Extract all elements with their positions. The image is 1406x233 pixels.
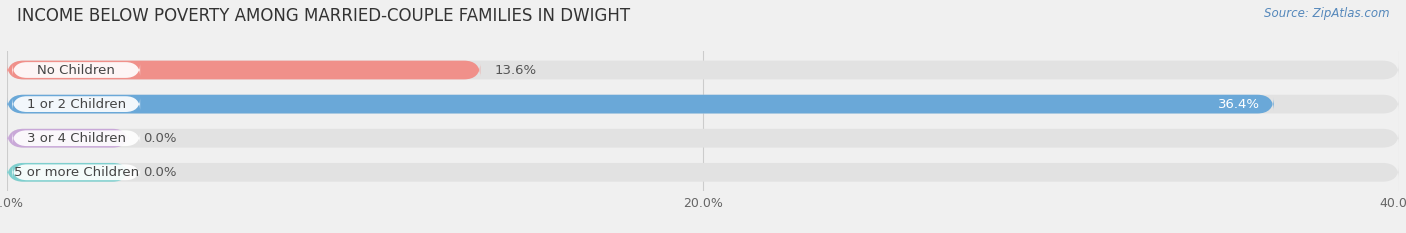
Text: 1 or 2 Children: 1 or 2 Children [27, 98, 125, 111]
FancyBboxPatch shape [13, 130, 141, 146]
Text: 0.0%: 0.0% [143, 166, 176, 179]
Text: 13.6%: 13.6% [495, 64, 536, 76]
Text: Source: ZipAtlas.com: Source: ZipAtlas.com [1264, 7, 1389, 20]
FancyBboxPatch shape [7, 95, 1399, 113]
Text: 36.4%: 36.4% [1218, 98, 1260, 111]
FancyBboxPatch shape [7, 61, 1399, 79]
FancyBboxPatch shape [7, 129, 1399, 147]
FancyBboxPatch shape [13, 62, 141, 78]
FancyBboxPatch shape [7, 129, 129, 147]
Text: 3 or 4 Children: 3 or 4 Children [27, 132, 125, 145]
Text: No Children: No Children [37, 64, 115, 76]
FancyBboxPatch shape [7, 163, 1399, 182]
Text: 0.0%: 0.0% [143, 132, 176, 145]
FancyBboxPatch shape [13, 96, 141, 112]
FancyBboxPatch shape [7, 95, 1274, 113]
FancyBboxPatch shape [13, 164, 141, 180]
FancyBboxPatch shape [7, 61, 481, 79]
Text: 5 or more Children: 5 or more Children [14, 166, 139, 179]
FancyBboxPatch shape [7, 163, 129, 182]
Text: INCOME BELOW POVERTY AMONG MARRIED-COUPLE FAMILIES IN DWIGHT: INCOME BELOW POVERTY AMONG MARRIED-COUPL… [17, 7, 630, 25]
